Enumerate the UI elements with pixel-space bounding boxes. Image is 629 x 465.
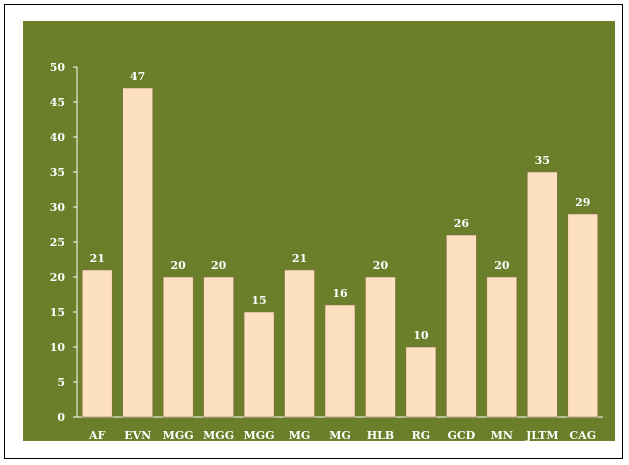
x-tick-label: JLTM (525, 429, 558, 441)
data-label: 21 (90, 252, 105, 265)
x-tick-label: MGG (244, 429, 275, 441)
y-tick-label: 0 (57, 411, 65, 424)
bar (405, 346, 437, 418)
x-tick-label: EVN (124, 429, 151, 441)
bar (365, 276, 396, 418)
chart-frame: 0 5 10 15 20 25 30 35 40 45 50 21 AF 47 EVN 20 MGG 20 MGG 1… (4, 4, 623, 459)
data-label: 15 (251, 294, 266, 307)
bar (82, 269, 113, 418)
data-label: 20 (170, 259, 186, 272)
x-tick-label: AF (88, 429, 106, 441)
x-tick-label: CAG (569, 429, 596, 441)
y-tick-label: 5 (57, 376, 65, 389)
bar (122, 87, 153, 418)
y-tick-label: 50 (50, 61, 66, 74)
x-tick-label: GCD (448, 429, 476, 441)
bar (284, 269, 315, 418)
chart-background: 0 5 10 15 20 25 30 35 40 45 50 21 AF 47 EVN 20 MGG 20 MGG 1… (23, 21, 615, 441)
data-label: 21 (292, 252, 307, 265)
bar (446, 234, 477, 418)
y-tick-label: 45 (50, 96, 65, 109)
data-label: 20 (211, 259, 227, 272)
data-label: 16 (332, 287, 348, 300)
bar (162, 276, 194, 418)
x-tick-label: MG (289, 429, 311, 441)
bar-chart: 0 5 10 15 20 25 30 35 40 45 50 21 AF 47 EVN 20 MGG 20 MGG 1… (23, 21, 615, 441)
y-tick-label: 30 (50, 201, 66, 214)
x-tick-label: HLB (367, 429, 394, 441)
y-tick-label: 35 (50, 166, 65, 179)
x-tick-label: MN (491, 429, 513, 441)
data-label: 35 (535, 154, 550, 167)
data-label: 26 (454, 217, 470, 230)
bar (324, 304, 356, 418)
y-tick-label: 40 (50, 131, 66, 144)
y-tick-label: 20 (50, 271, 66, 284)
y-tick-label: 25 (50, 236, 65, 249)
bar (527, 171, 558, 418)
bar (567, 213, 598, 418)
x-tick-label: MGG (163, 429, 194, 441)
x-tick-label: MGG (203, 429, 234, 441)
y-tick-label: 10 (50, 341, 66, 354)
bar (486, 276, 518, 418)
data-label: 29 (575, 196, 590, 209)
y-tick-label: 15 (50, 306, 65, 319)
x-tick-label: MG (329, 429, 351, 441)
data-label: 10 (413, 329, 429, 342)
bar (203, 276, 234, 418)
bar (243, 311, 275, 418)
data-label: 20 (373, 259, 389, 272)
x-tick-label: RG (412, 429, 431, 441)
data-label: 47 (130, 70, 145, 83)
data-label: 20 (494, 259, 510, 272)
